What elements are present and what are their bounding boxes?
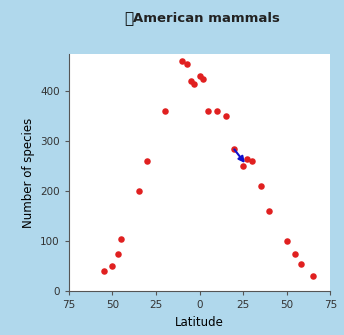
Point xyxy=(162,109,168,114)
Point xyxy=(200,76,206,81)
X-axis label: Latitude: Latitude xyxy=(175,316,224,329)
Point xyxy=(197,73,202,79)
Point xyxy=(115,251,120,257)
Point xyxy=(232,146,237,151)
Point xyxy=(214,109,220,114)
Point xyxy=(223,114,228,119)
Point xyxy=(188,78,194,84)
Point xyxy=(205,109,211,114)
Point xyxy=(267,209,272,214)
Point xyxy=(144,158,150,164)
Point xyxy=(298,261,303,267)
Point xyxy=(258,184,263,189)
Point xyxy=(192,81,197,86)
Text: American mammals: American mammals xyxy=(133,12,280,25)
Point xyxy=(240,163,246,169)
Point xyxy=(110,264,115,269)
Point xyxy=(244,156,249,161)
Text: 🐃: 🐃 xyxy=(125,11,133,26)
Point xyxy=(179,58,185,64)
Point xyxy=(185,61,190,66)
Point xyxy=(118,236,124,242)
Point xyxy=(310,274,315,279)
Y-axis label: Number of species: Number of species xyxy=(22,117,35,228)
Point xyxy=(249,158,255,164)
Point xyxy=(136,189,141,194)
Point xyxy=(293,251,298,257)
Point xyxy=(101,269,106,274)
Point xyxy=(284,239,289,244)
